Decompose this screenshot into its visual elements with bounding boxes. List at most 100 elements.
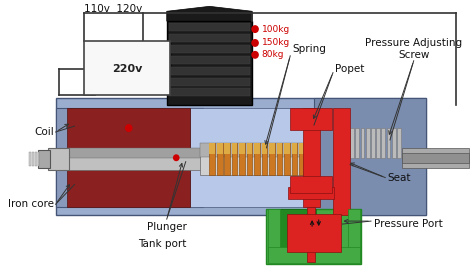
Text: 110v  120v: 110v 120v [84, 4, 142, 14]
Bar [350, 128, 354, 158]
Bar [333, 108, 350, 215]
Bar [48, 148, 69, 170]
Bar [290, 176, 332, 193]
Bar [67, 148, 243, 170]
Bar [268, 247, 360, 263]
Polygon shape [167, 6, 252, 21]
Bar [392, 128, 396, 158]
Bar [200, 143, 319, 157]
Bar [366, 128, 370, 158]
Bar [287, 214, 341, 252]
Text: 150kg: 150kg [262, 38, 290, 47]
Circle shape [251, 25, 259, 33]
Bar [262, 143, 267, 174]
Bar [269, 143, 275, 154]
Bar [37, 152, 39, 166]
Bar [288, 187, 334, 199]
Text: Tank port: Tank port [138, 239, 186, 249]
Bar [262, 143, 267, 154]
Bar [55, 108, 203, 207]
Bar [302, 108, 319, 207]
Circle shape [251, 51, 259, 59]
Bar [299, 143, 305, 154]
Bar [387, 128, 391, 158]
Text: Plunger: Plunger [147, 222, 187, 232]
Bar [169, 45, 250, 53]
Bar [67, 108, 191, 148]
Text: Iron core: Iron core [8, 199, 54, 209]
Bar [191, 108, 319, 207]
Bar [254, 143, 260, 174]
Bar [169, 23, 250, 31]
Bar [239, 143, 245, 174]
Text: Pressure Port: Pressure Port [374, 219, 443, 229]
Bar [307, 143, 312, 174]
Bar [277, 143, 282, 154]
Bar [169, 34, 250, 42]
Bar [67, 148, 243, 158]
Circle shape [125, 124, 133, 132]
Bar [84, 41, 170, 95]
Bar [356, 128, 359, 158]
Bar [224, 143, 230, 174]
Bar [167, 21, 252, 105]
Bar [376, 128, 380, 158]
Bar [402, 148, 469, 168]
Bar [299, 143, 305, 174]
Bar [232, 143, 237, 154]
Bar [210, 143, 215, 174]
Bar [292, 143, 297, 154]
Bar [217, 143, 223, 174]
Bar [131, 45, 170, 53]
Bar [402, 153, 469, 163]
Text: Popet: Popet [335, 64, 364, 74]
Bar [307, 207, 315, 262]
Bar [361, 128, 365, 158]
Text: 80kg: 80kg [262, 50, 284, 59]
Bar [371, 128, 375, 158]
Text: Seat: Seat [387, 173, 410, 183]
Bar [169, 78, 250, 85]
Bar [169, 56, 250, 64]
Bar [314, 98, 426, 215]
Bar [269, 143, 275, 174]
Text: Coil: Coil [34, 127, 54, 137]
Bar [278, 209, 316, 251]
Bar [268, 209, 280, 261]
Bar [284, 143, 290, 174]
Text: Spring: Spring [292, 44, 326, 54]
Text: Pressure Adjusting
Screw: Pressure Adjusting Screw [365, 38, 462, 60]
Text: 100kg: 100kg [262, 25, 290, 34]
Bar [239, 143, 245, 154]
Circle shape [251, 39, 259, 47]
Bar [131, 57, 170, 65]
Bar [254, 143, 260, 154]
Bar [232, 143, 237, 174]
Bar [169, 67, 250, 75]
Bar [284, 143, 290, 154]
Bar [217, 143, 223, 154]
Bar [247, 143, 252, 154]
Bar [307, 143, 312, 154]
Bar [67, 168, 191, 207]
Text: 220v: 220v [112, 64, 142, 74]
Bar [129, 43, 172, 73]
Bar [35, 152, 36, 166]
Bar [29, 152, 31, 166]
Bar [169, 88, 250, 96]
Bar [397, 128, 401, 158]
Bar [247, 143, 252, 174]
Bar [348, 209, 360, 261]
Bar [290, 108, 332, 130]
Bar [224, 143, 230, 154]
Bar [200, 143, 319, 174]
Bar [277, 143, 282, 174]
Bar [382, 128, 385, 158]
Bar [210, 143, 215, 154]
Circle shape [173, 154, 180, 161]
Bar [38, 150, 50, 168]
Bar [292, 143, 297, 174]
Bar [55, 98, 426, 215]
Bar [32, 152, 34, 166]
Bar [266, 209, 362, 264]
